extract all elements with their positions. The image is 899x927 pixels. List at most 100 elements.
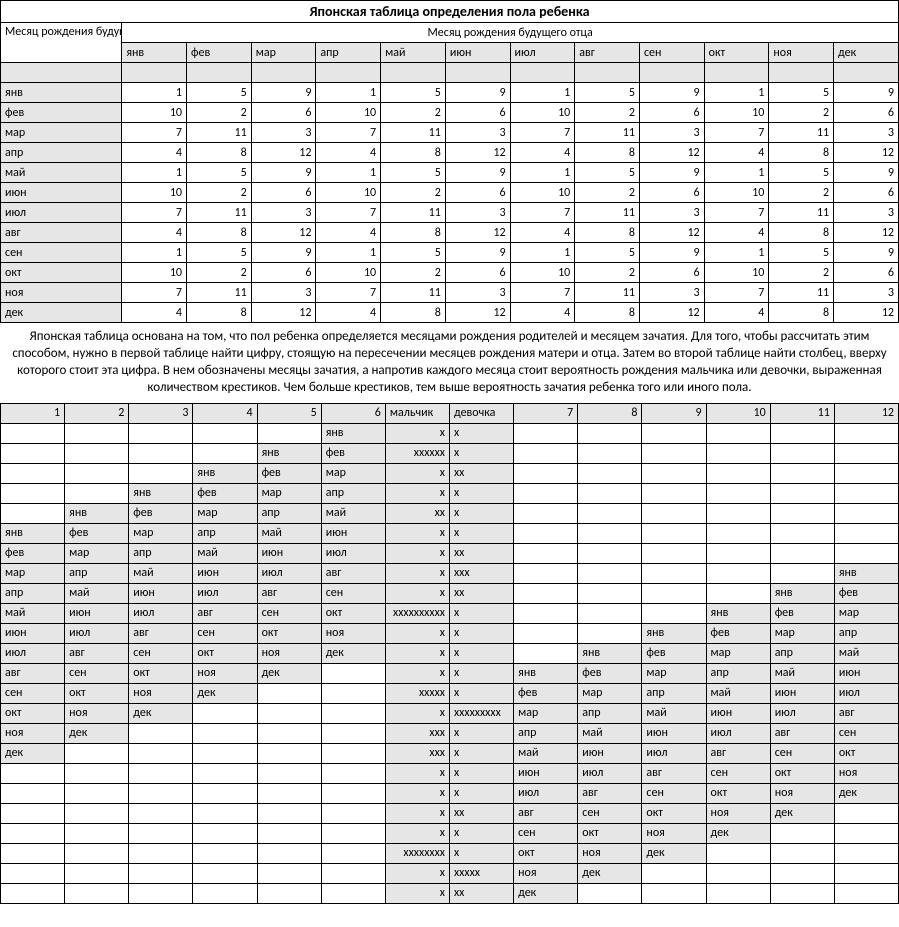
t2-month-cell: июл — [706, 723, 770, 743]
t1-cell: 1 — [704, 243, 769, 263]
t2-col-num: 7 — [514, 403, 578, 423]
t1-blank — [122, 63, 187, 83]
t1-cell: 2 — [575, 183, 640, 203]
t2-month-cell: май — [321, 503, 385, 523]
t2-month-cell — [129, 763, 193, 783]
t1-cell: 3 — [445, 283, 510, 303]
t1-cell: 2 — [187, 103, 252, 123]
t2-month-cell — [706, 863, 770, 883]
t2-girl-cell: x — [449, 503, 513, 523]
t1-cell: 12 — [445, 143, 510, 163]
t1-cell: 4 — [316, 303, 381, 323]
header-father: Месяц рождения будущего отца — [122, 23, 899, 43]
t2-month-cell — [514, 643, 578, 663]
t2-month-cell — [706, 463, 770, 483]
t2-month-cell — [257, 863, 321, 883]
t2-month-cell — [514, 603, 578, 623]
t2-girl-cell: x — [449, 843, 513, 863]
t2-month-cell: фев — [321, 443, 385, 463]
t2-month-cell: сен — [193, 623, 257, 643]
t1-cell: 9 — [639, 83, 704, 103]
t2-month-cell — [1, 863, 65, 883]
t2-month-cell — [706, 503, 770, 523]
t1-row-header: фев — [1, 103, 122, 123]
t2-month-cell — [642, 603, 706, 623]
t2-month-cell — [129, 823, 193, 843]
t1-cell: 9 — [834, 83, 899, 103]
t2-month-cell: мар — [193, 503, 257, 523]
t1-cell: 7 — [704, 203, 769, 223]
t2-month-cell — [642, 883, 706, 903]
t2-boy-cell: x — [385, 623, 449, 643]
t2-month-cell: авг — [770, 723, 834, 743]
t1-cell: 1 — [122, 243, 187, 263]
t2-month-cell — [129, 423, 193, 443]
t2-month-cell — [642, 443, 706, 463]
t1-blank — [704, 63, 769, 83]
t2-month-cell — [514, 423, 578, 443]
t2-month-cell — [834, 843, 898, 863]
t2-month-cell: фев — [706, 623, 770, 643]
t2-month-cell — [834, 523, 898, 543]
t2-month-cell: фев — [834, 583, 898, 603]
t2-month-cell: фев — [578, 663, 642, 683]
t1-cell: 2 — [187, 183, 252, 203]
t2-month-cell — [514, 443, 578, 463]
t2-month-cell: дек — [514, 883, 578, 903]
t2-boy-cell: x — [385, 543, 449, 563]
t1-col-header: ноя — [769, 43, 834, 63]
t1-cell: 6 — [639, 103, 704, 123]
t2-col-num: 1 — [1, 403, 65, 423]
t2-month-cell — [642, 523, 706, 543]
t2-month-cell: дек — [834, 783, 898, 803]
t1-cell: 10 — [316, 263, 381, 283]
t2-month-cell: апр — [193, 523, 257, 543]
t2-month-cell — [706, 423, 770, 443]
t2-girl-cell: xx — [449, 463, 513, 483]
t1-cell: 3 — [251, 283, 316, 303]
t2-month-cell — [514, 483, 578, 503]
t1-cell: 3 — [639, 283, 704, 303]
t2-month-cell — [65, 803, 129, 823]
t2-month-cell: ноя — [578, 843, 642, 863]
t2-month-cell — [578, 563, 642, 583]
t1-cell: 6 — [834, 263, 899, 283]
t1-cell: 3 — [251, 203, 316, 223]
t2-month-cell — [642, 463, 706, 483]
t1-cell: 12 — [445, 223, 510, 243]
t2-col-num: 6 — [321, 403, 385, 423]
t2-month-cell: май — [642, 703, 706, 723]
t2-month-cell: дек — [257, 663, 321, 683]
t2-month-cell: янв — [1, 523, 65, 543]
t2-month-cell — [321, 883, 385, 903]
t2-month-cell: мар — [1, 563, 65, 583]
t1-row-header: авг — [1, 223, 122, 243]
t2-month-cell — [706, 843, 770, 863]
t2-month-cell — [65, 823, 129, 843]
t2-month-cell: фев — [65, 523, 129, 543]
t2-month-cell: янв — [770, 583, 834, 603]
t2-month-cell: июл — [1, 643, 65, 663]
t1-cell: 2 — [187, 263, 252, 283]
t1-cell: 11 — [381, 123, 446, 143]
t2-month-cell — [321, 723, 385, 743]
t2-month-cell — [193, 803, 257, 823]
t2-month-cell: июн — [193, 563, 257, 583]
t1-cell: 2 — [381, 103, 446, 123]
t2-month-cell: май — [770, 663, 834, 683]
t1-cell: 10 — [122, 103, 187, 123]
t2-month-cell: ноя — [770, 783, 834, 803]
t2-month-cell: ноя — [706, 803, 770, 823]
t2-month-cell: май — [514, 743, 578, 763]
t1-cell: 3 — [445, 203, 510, 223]
t1-cell: 7 — [510, 203, 575, 223]
t1-cell: 2 — [769, 183, 834, 203]
t2-month-cell: май — [706, 683, 770, 703]
t2-boy-cell: x — [385, 763, 449, 783]
t2-month-cell: апр — [321, 483, 385, 503]
t2-month-cell — [257, 763, 321, 783]
t2-month-cell: май — [129, 563, 193, 583]
t1-cell: 8 — [381, 303, 446, 323]
t2-month-cell — [834, 463, 898, 483]
t2-month-cell: окт — [770, 763, 834, 783]
